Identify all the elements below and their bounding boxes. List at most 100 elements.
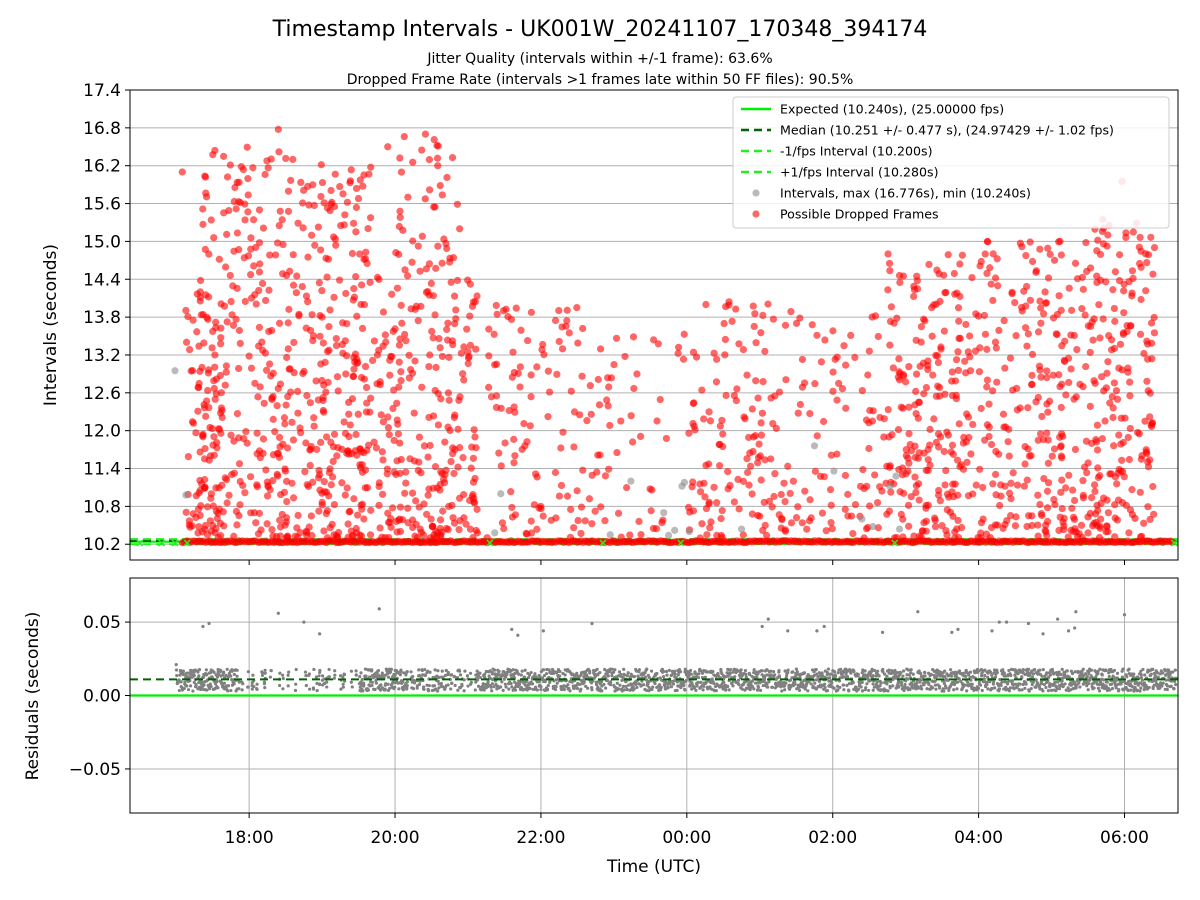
dropped-frame-point: [390, 468, 398, 476]
dropped-frame-point: [822, 527, 830, 535]
dropped-frame-point: [379, 456, 387, 464]
residual-point: [1087, 671, 1091, 676]
residual-point: [786, 629, 790, 633]
dropped-frame-point: [373, 273, 382, 281]
dropped-frame-point: [905, 522, 913, 530]
residual-point: [813, 681, 817, 685]
residual-point: [449, 687, 453, 691]
dropped-frame-point: [293, 272, 301, 280]
top-y-tick-label: 10.2: [83, 535, 121, 555]
dropped-frame-point: [880, 415, 888, 423]
dropped-frame-point: [463, 325, 471, 333]
dropped-frame-point: [555, 337, 563, 346]
dropped-frame-point: [195, 523, 203, 531]
residual-point: [1165, 684, 1170, 688]
dropped-frame-point: [952, 391, 960, 399]
residual-point: [901, 669, 906, 673]
dropped-frame-point: [1147, 319, 1156, 327]
residual-point: [1102, 678, 1106, 682]
residual-point: [226, 689, 230, 693]
residual-point: [1045, 671, 1049, 675]
dropped-frame-point: [436, 516, 445, 524]
residual-point: [919, 684, 923, 688]
dropped-frame-point: [228, 311, 236, 319]
dropped-frame-point: [866, 406, 874, 415]
dropped-frame-point: [410, 457, 419, 465]
residual-point: [917, 686, 921, 690]
residual-point: [575, 686, 580, 691]
dropped-frame-point: [198, 528, 206, 536]
residual-point: [423, 673, 427, 677]
residual-point: [219, 668, 223, 673]
dropped-frame-point: [210, 433, 218, 441]
dropped-frame-point: [379, 490, 387, 498]
dropped-frame-point: [294, 219, 302, 227]
residual-point: [379, 683, 383, 687]
residual-point: [237, 680, 241, 684]
dropped-frame-point: [189, 510, 197, 518]
dropped-frame-point: [941, 390, 949, 398]
dropped-frame-point: [1071, 445, 1080, 454]
dropped-frame-point: [302, 324, 310, 332]
residual-point: [872, 685, 876, 689]
dropped-frame-point: [1067, 365, 1075, 373]
residual-point: [439, 681, 443, 686]
residual-point: [523, 668, 527, 672]
residual-point: [826, 667, 830, 671]
residual-point: [930, 686, 935, 690]
dropped-frame-point: [771, 392, 779, 400]
dropped-frame-point: [344, 520, 352, 528]
residual-point: [626, 671, 630, 675]
dropped-frame-point: [218, 481, 226, 489]
residual-point: [1173, 668, 1177, 672]
residual-point: [235, 668, 239, 672]
residual-point: [870, 667, 874, 671]
residual-point: [185, 684, 189, 688]
dropped-frame-point: [578, 372, 586, 380]
dropped-frame-point: [436, 486, 444, 494]
residual-point: [900, 680, 904, 685]
residual-point: [528, 687, 532, 691]
dropped-frame-point: [955, 317, 963, 325]
dropped-frame-point: [348, 395, 357, 403]
residual-point: [979, 683, 983, 687]
dropped-frame-point: [424, 491, 432, 499]
dropped-frame-point: [485, 383, 493, 391]
dropped-frame-point: [434, 242, 442, 250]
dropped-frame-point: [366, 408, 374, 416]
dropped-frame-point: [1136, 488, 1144, 496]
residual-point: [879, 681, 883, 685]
dropped-frame-point: [601, 472, 610, 480]
dropped-frame-point: [827, 451, 836, 459]
dropped-frame-point: [1143, 337, 1151, 345]
dropped-frame-point: [1115, 364, 1123, 372]
dropped-frame-point: [178, 168, 186, 176]
residual-point: [622, 688, 626, 692]
dropped-frame-point: [1005, 452, 1013, 460]
residual-point: [809, 682, 813, 686]
dropped-frame-point: [968, 273, 976, 282]
dropped-frame-point: [983, 376, 992, 384]
dropped-frame-point: [986, 264, 994, 272]
residual-point: [688, 668, 693, 673]
dropped-frame-point: [444, 319, 452, 327]
dropped-frame-point: [987, 440, 996, 449]
residual-point: [952, 688, 956, 692]
residual-point: [402, 671, 406, 675]
dropped-frame-point: [941, 481, 949, 489]
residual-point: [622, 667, 626, 671]
top-y-tick-label: 11.4: [83, 460, 121, 480]
dropped-frame-point: [450, 519, 459, 527]
dropped-frame-point: [792, 319, 801, 327]
dropped-frame-point: [796, 400, 804, 409]
dropped-frame-point: [922, 466, 930, 474]
dropped-frame-point: [1024, 330, 1032, 338]
dropped-frame-point: [451, 411, 459, 419]
chart-title: Timestamp Intervals - UK001W_20241107_17…: [272, 17, 928, 42]
residual-point: [716, 674, 720, 678]
dropped-frame-point: [320, 199, 328, 207]
dropped-frame-point: [924, 456, 932, 464]
dropped-frame-point: [933, 266, 941, 274]
dropped-frame-point: [404, 504, 412, 512]
interval-point: [606, 531, 614, 539]
